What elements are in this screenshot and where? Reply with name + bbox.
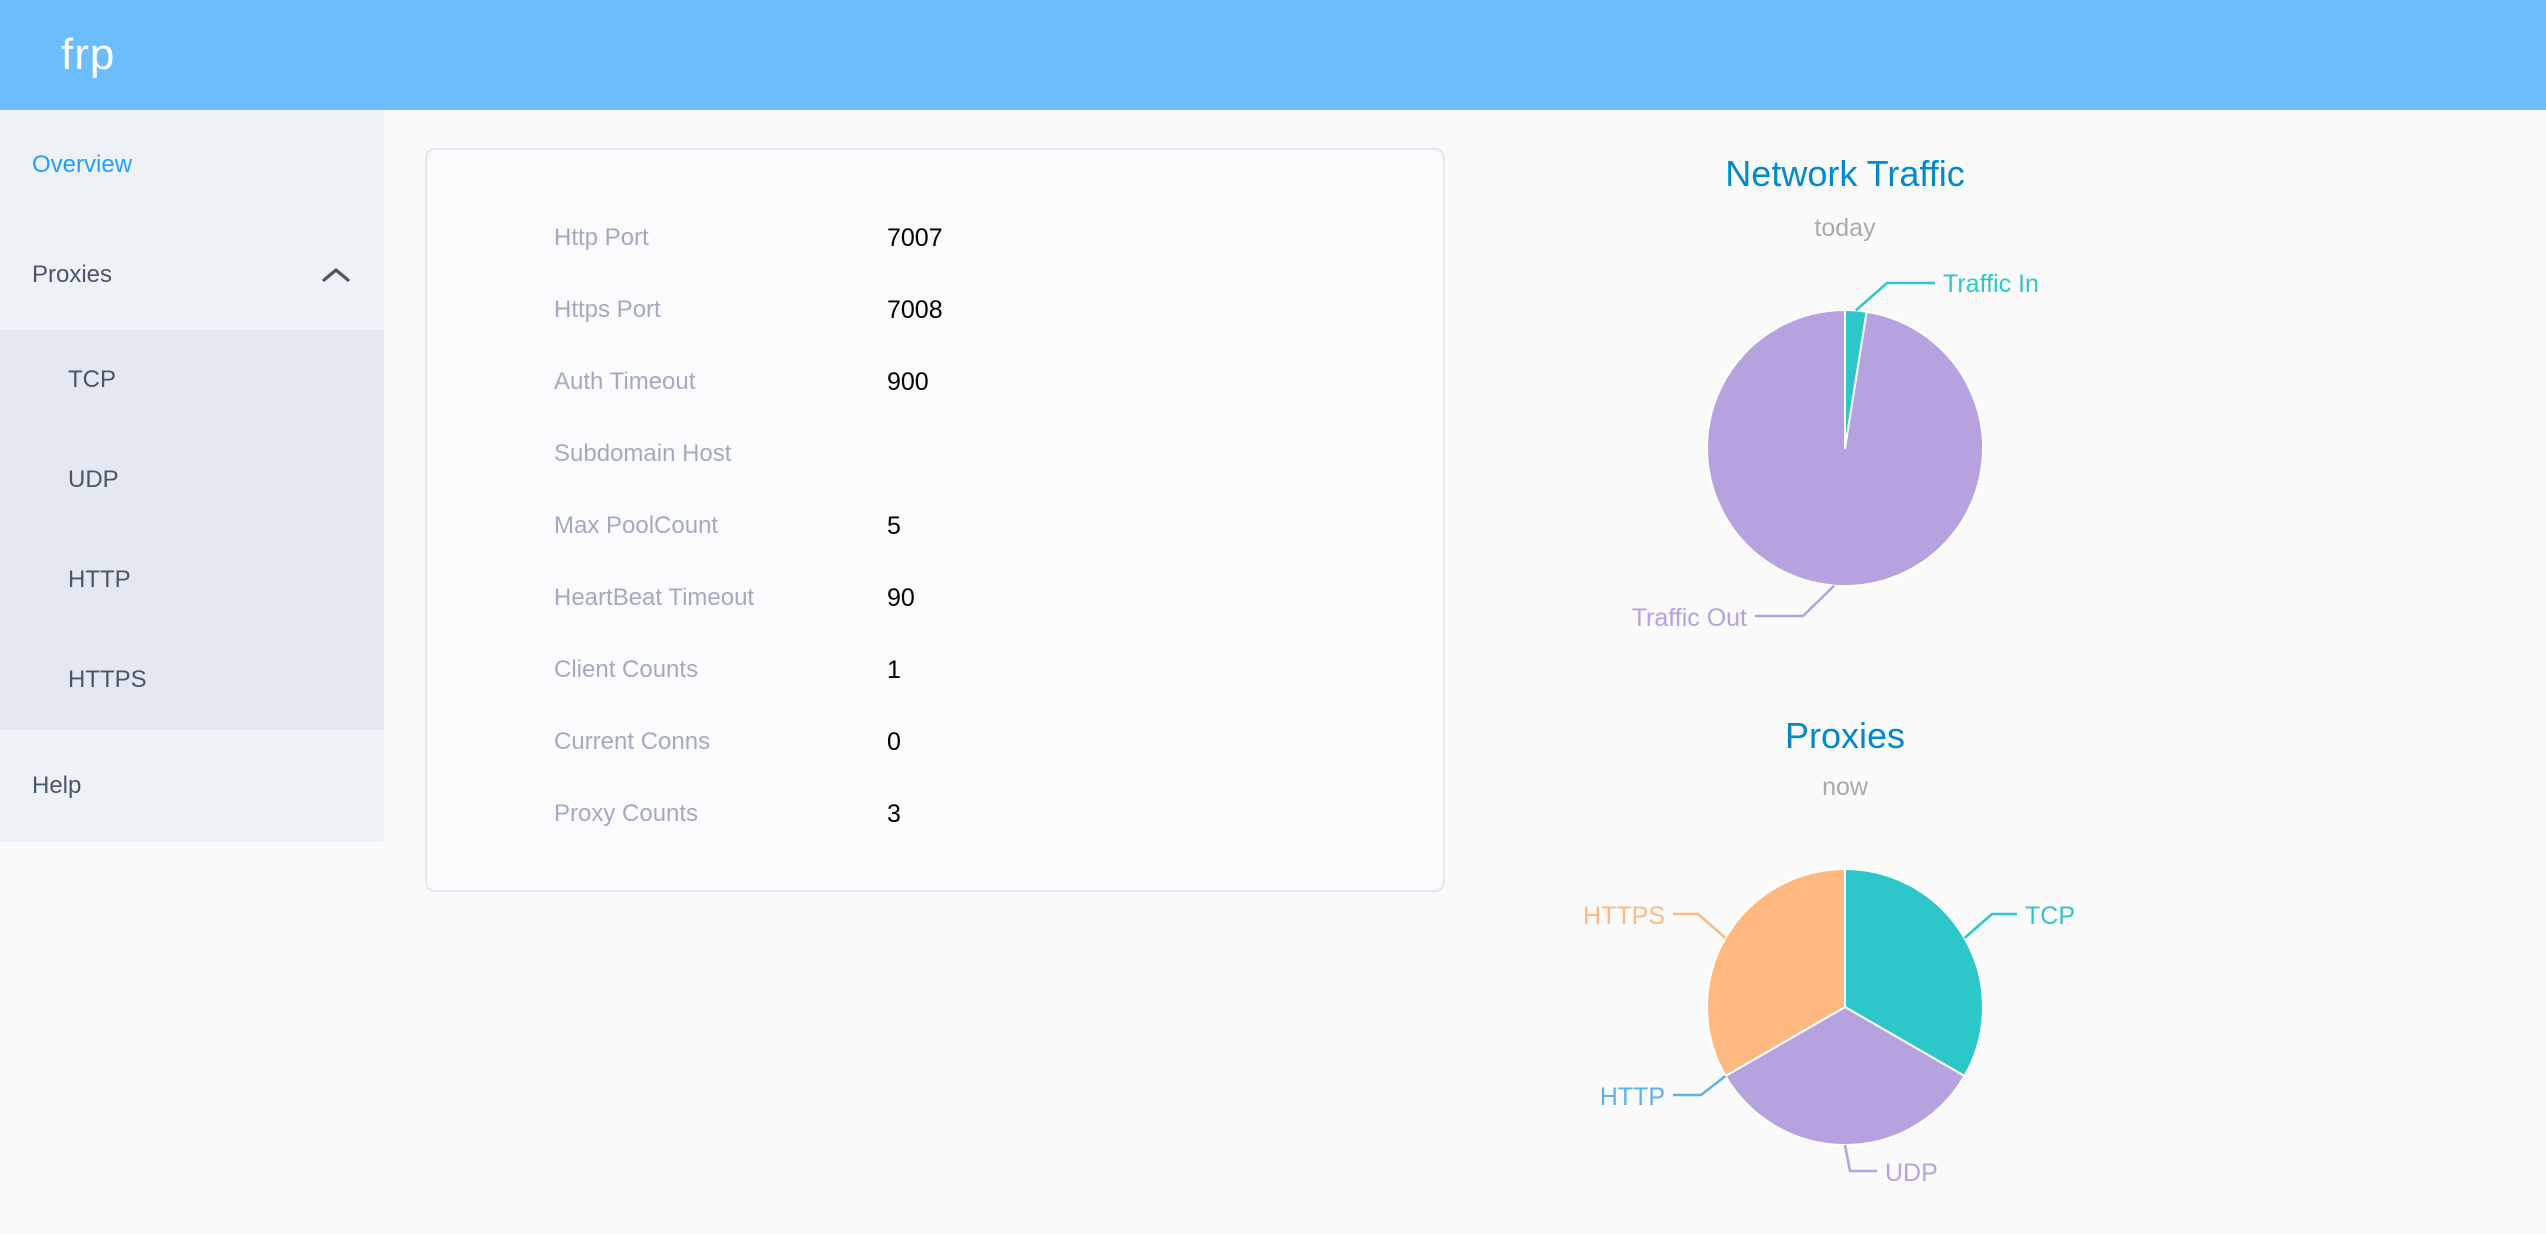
network-traffic-chart: Network Traffic today Traffic In Traffic… (1632, 153, 2039, 632)
proxies-chart: Proxies now TCP HTTPS HTTP UDP (1583, 715, 2075, 1187)
sidebar-item-label: Overview (32, 151, 133, 178)
config-label: Subdomain Host (554, 440, 732, 467)
config-label: Client Counts (554, 656, 699, 683)
chart-title: Network Traffic (1725, 153, 1964, 194)
sidebar-item-help[interactable]: Help (0, 730, 384, 842)
server-config-card: Http Port 7007 Https Port 7008 Auth Time… (425, 148, 1445, 892)
label-line-https (1673, 912, 1727, 939)
pie-label-udp: UDP (1885, 1159, 1938, 1187)
config-label: Current Conns (554, 728, 711, 755)
pie-label-traffic-out: Traffic Out (1632, 604, 1747, 632)
config-label: Http Port (554, 224, 649, 251)
app-header: frp (0, 0, 2546, 110)
config-row: Https Port 7008 (427, 274, 1443, 346)
pie-label-tcp: TCP (2025, 902, 2075, 930)
pie-label-http: HTTP (1600, 1083, 1665, 1111)
config-value: 90 (887, 583, 915, 612)
config-value: 3 (887, 799, 901, 828)
config-label: Https Port (554, 296, 661, 323)
chart-title: Proxies (1785, 715, 1905, 756)
sidebar-item-label: Help (32, 772, 82, 799)
app-logo: frp (61, 30, 116, 79)
config-row: Auth Timeout 900 (427, 346, 1443, 418)
pie-label-https: HTTPS (1583, 902, 1665, 930)
config-row: Http Port 7007 (427, 202, 1443, 274)
sidebar-item-http[interactable]: HTTP (0, 530, 384, 630)
config-label: Max PoolCount (554, 512, 719, 539)
sidebar-item-label: HTTPS (68, 666, 147, 693)
label-line-tcp (1963, 912, 2017, 939)
chart-subtitle: now (1822, 773, 1869, 801)
sidebar-item-label: HTTP (68, 566, 131, 593)
label-line-traffic-out (1755, 584, 1836, 618)
sidebar-item-https[interactable]: HTTPS (0, 630, 384, 730)
config-row: Max PoolCount 5 (427, 490, 1443, 562)
config-row: Current Conns 0 (427, 706, 1443, 778)
pie-label-traffic-in: Traffic In (1943, 270, 2039, 298)
config-label: HeartBeat Timeout (554, 584, 755, 611)
chart-subtitle: today (1814, 214, 1876, 242)
sidebar-item-label: UDP (68, 466, 119, 493)
config-value: 900 (887, 367, 929, 396)
sidebar-item-udp[interactable]: UDP (0, 430, 384, 530)
sidebar-item-tcp[interactable]: TCP (0, 330, 384, 430)
chevron-up-icon (322, 268, 350, 282)
config-label: Auth Timeout (554, 368, 696, 395)
config-value: 7007 (887, 223, 943, 252)
sidebar-item-overview[interactable]: Overview (0, 110, 384, 220)
label-line-traffic-in (1854, 281, 1935, 312)
config-row: Client Counts 1 (427, 634, 1443, 706)
config-row: HeartBeat Timeout 90 (427, 562, 1443, 634)
label-line-udp (1843, 1144, 1877, 1173)
sidebar-item-label: Proxies (32, 261, 113, 288)
config-value: 1 (887, 655, 901, 684)
sidebar: Overview Proxies TCP UDP HTTP HTTPS Help (0, 110, 384, 842)
config-row: Subdomain Host (427, 418, 1443, 490)
config-value: 5 (887, 511, 901, 540)
pie-slice-https[interactable] (1706, 868, 1846, 1077)
sidebar-proxies-submenu: TCP UDP HTTP HTTPS (0, 330, 384, 730)
sidebar-item-proxies[interactable]: Proxies (0, 220, 384, 330)
pie-slice-tcp[interactable] (1844, 868, 1984, 1077)
config-row: Proxy Counts 3 (427, 778, 1443, 850)
pie-slice-udp[interactable] (1724, 1006, 1966, 1146)
label-line-http (1673, 1075, 1727, 1097)
config-value: 0 (887, 727, 901, 756)
sidebar-item-label: TCP (68, 366, 116, 393)
config-label: Proxy Counts (554, 800, 699, 827)
config-value: 7008 (887, 295, 943, 324)
